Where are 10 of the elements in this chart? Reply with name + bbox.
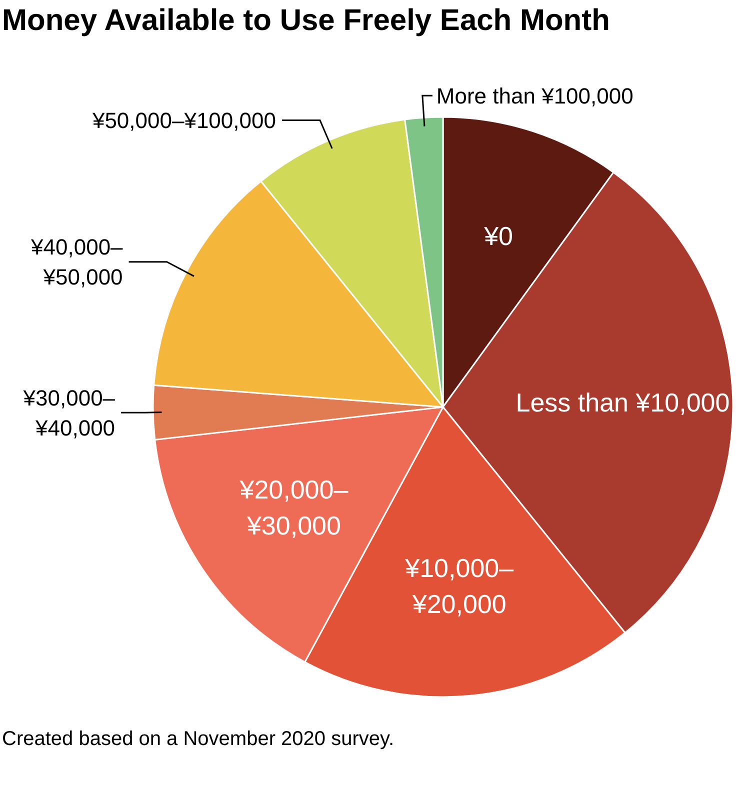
slice-label: ¥10,000–¥20,000 (404, 553, 514, 620)
slice-label: ¥20,000–¥30,000 (238, 474, 349, 541)
slice-label: ¥0 (483, 221, 514, 252)
slice-label: ¥40,000–¥50,000 (30, 234, 124, 290)
slice-label: ¥50,000–¥100,000 (91, 108, 276, 133)
slice-label: Less than ¥10,000 (516, 388, 730, 418)
slice-label: More than ¥100,000 (436, 83, 634, 108)
slice-label: ¥30,000–¥40,000 (22, 385, 116, 440)
text: Created based on a November 2020 survey. (2, 728, 396, 751)
chart-title: Money Available to Use Freely Each Month (1, 3, 611, 39)
